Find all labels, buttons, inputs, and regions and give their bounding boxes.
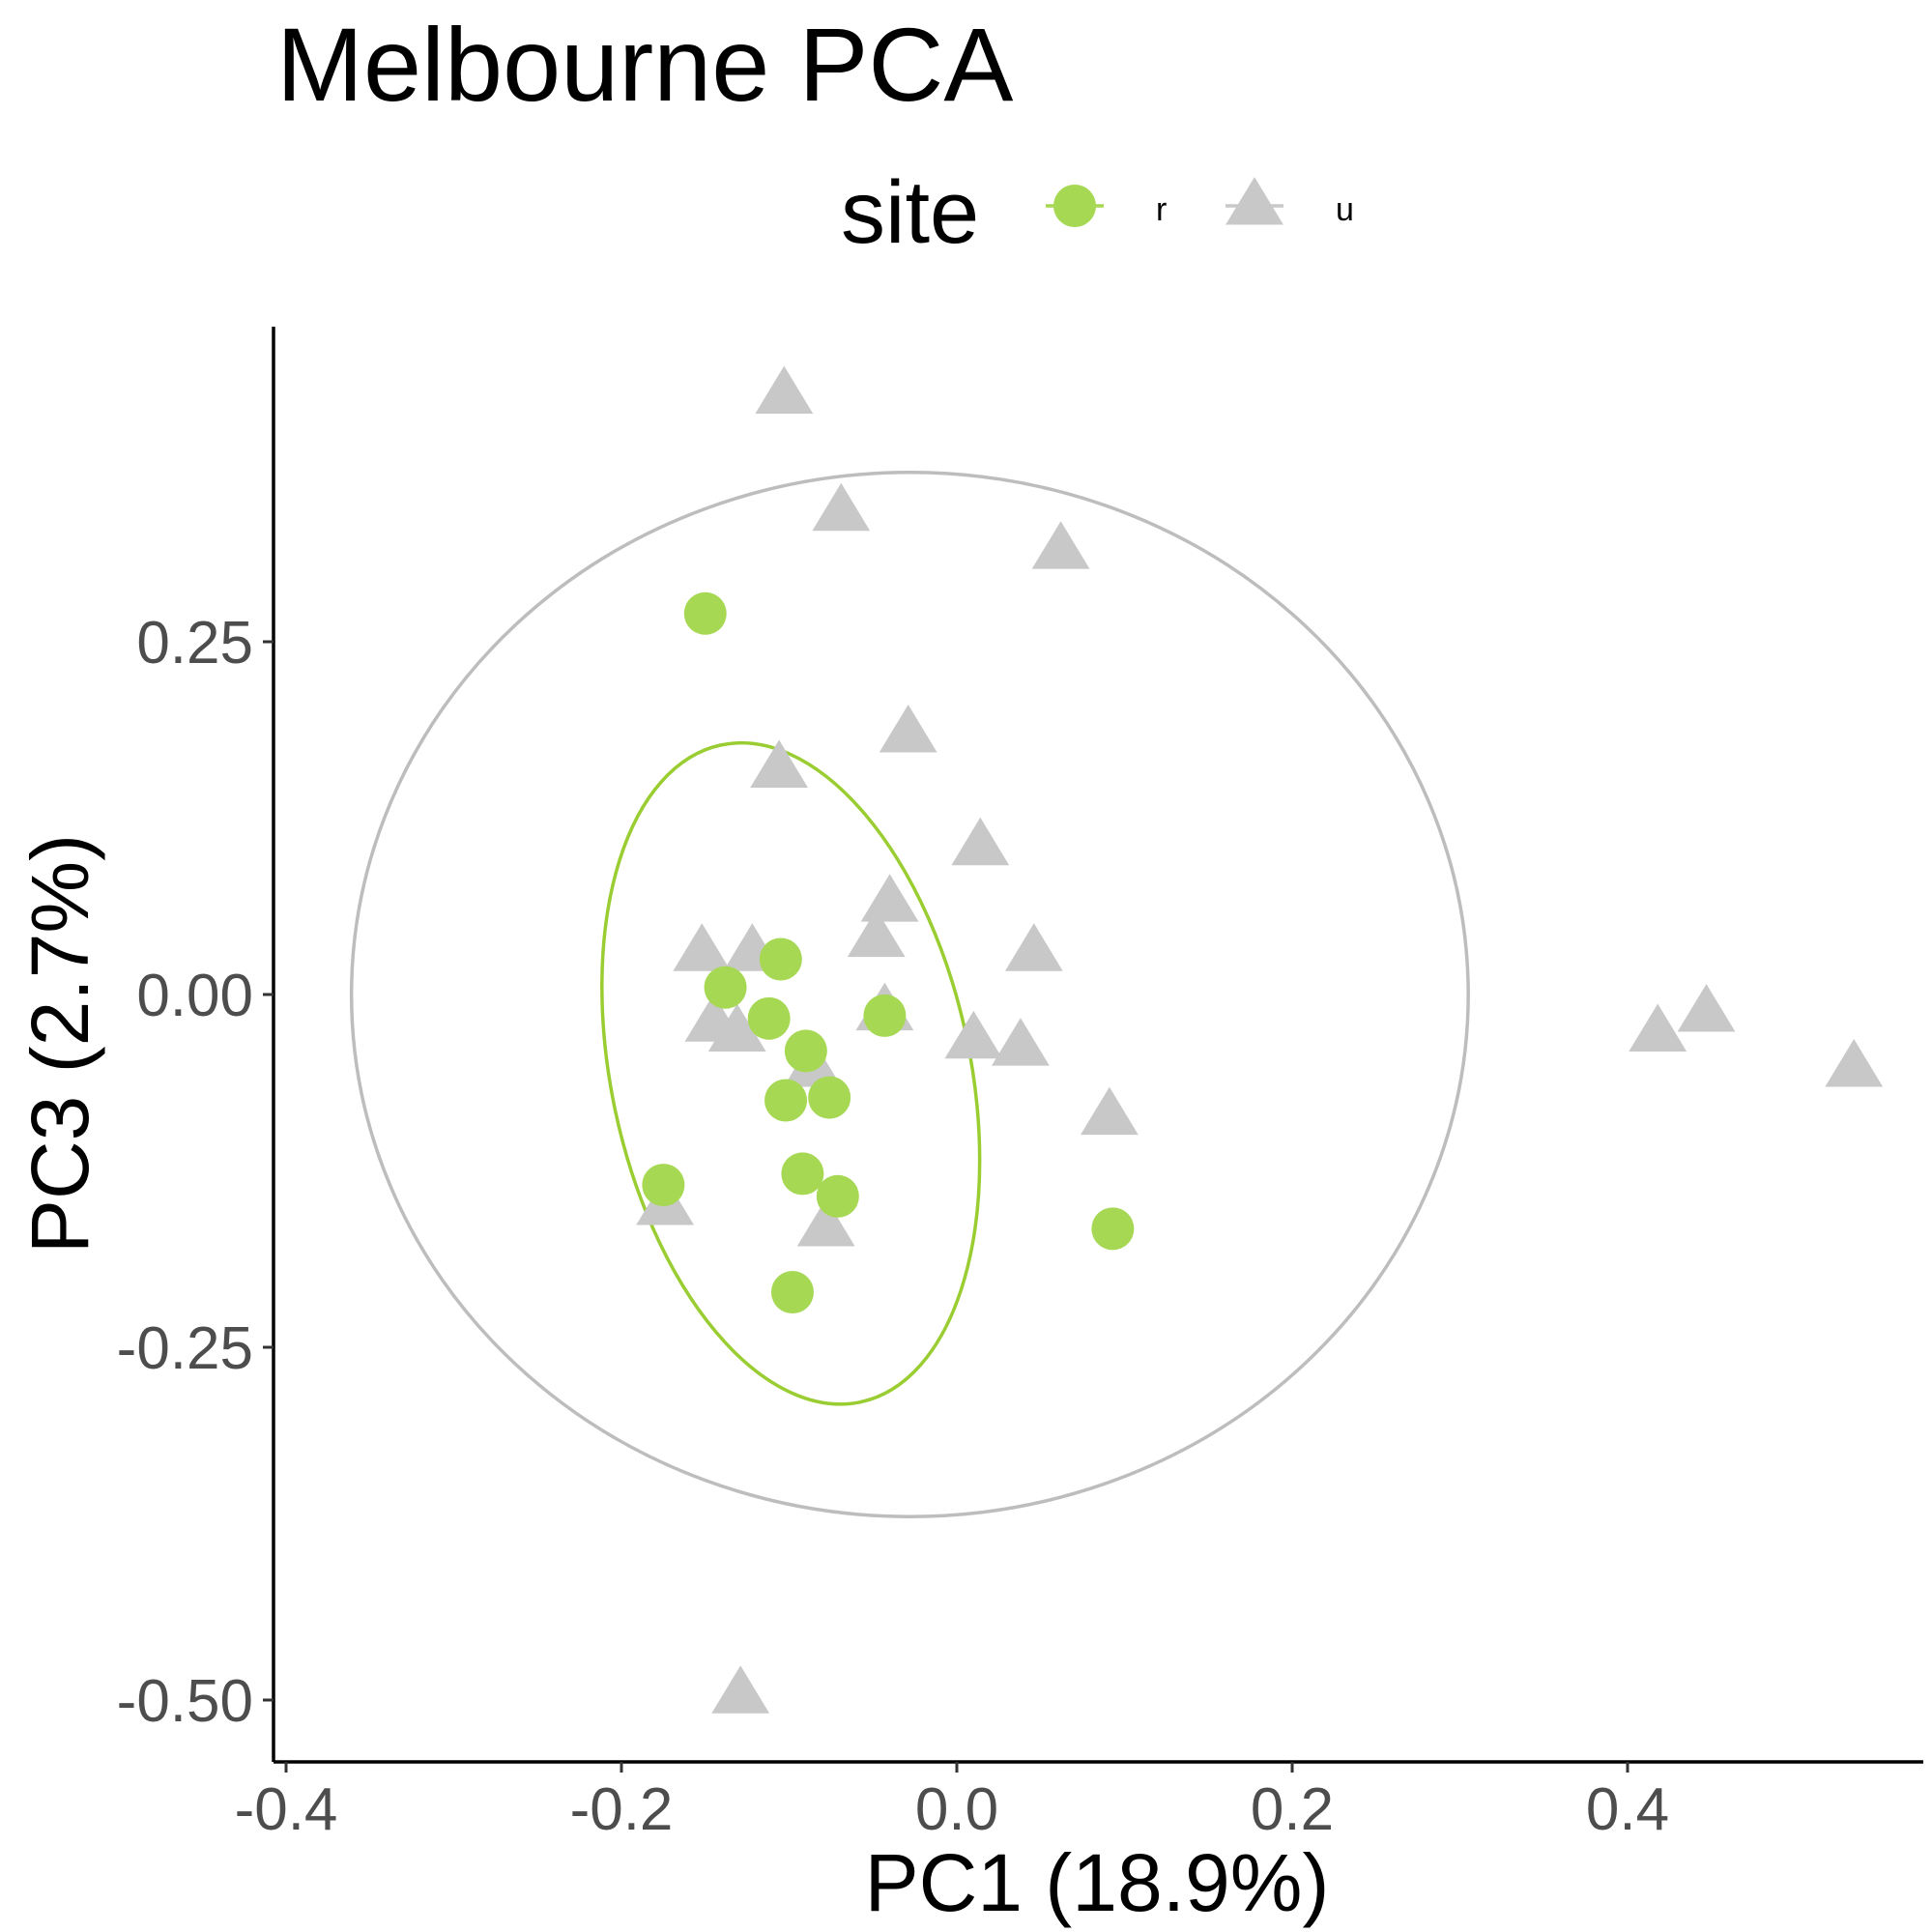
ellipse-r	[600, 740, 982, 1406]
point-r	[808, 1076, 851, 1119]
point-u	[847, 908, 906, 958]
y-tick-label: 0.25	[136, 610, 253, 677]
point-u	[1677, 984, 1736, 1032]
point-u	[951, 817, 1010, 866]
x-tick-label: 0.0	[915, 1776, 998, 1843]
point-u	[944, 1010, 1003, 1059]
x-tick-label: -0.2	[570, 1776, 674, 1843]
point-r	[764, 1079, 808, 1122]
axis-ticks: -0.4 -0.2 0.0 0.2 0.4 -0.50 -0.25 0.00 0.25	[117, 610, 1669, 1843]
point-r	[759, 937, 802, 981]
point-u	[755, 365, 814, 415]
point-u	[860, 874, 919, 922]
legend-keys	[1046, 177, 1283, 227]
point-r	[1091, 1207, 1135, 1251]
y-axis-label: PC3 (2.7%)	[14, 833, 105, 1254]
point-r	[642, 1164, 685, 1207]
point-r	[781, 1152, 824, 1196]
y-tick-label: -0.50	[117, 1668, 253, 1735]
point-r	[747, 996, 791, 1040]
legend-label-r: r	[1156, 191, 1168, 228]
point-u	[879, 705, 937, 753]
point-u	[1825, 1039, 1884, 1087]
legend-key-marker-u	[1226, 177, 1283, 225]
point-u	[673, 923, 732, 971]
y-tick-label: 0.00	[136, 963, 253, 1029]
x-tick-label: 0.2	[1251, 1776, 1334, 1843]
x-tick-label: -0.4	[235, 1776, 338, 1843]
point-u	[1004, 923, 1063, 971]
x-tick-label: 0.4	[1586, 1776, 1669, 1843]
point-u	[1629, 1003, 1687, 1052]
chart-title: Melbourne PCA	[276, 6, 1014, 123]
point-r	[770, 1271, 814, 1314]
y-tick-label: -0.25	[117, 1315, 253, 1382]
legend-key-marker-r	[1053, 185, 1096, 227]
point-u	[1031, 521, 1090, 569]
point-r	[863, 994, 907, 1037]
point-u	[992, 1018, 1050, 1066]
confidence-ellipses	[349, 471, 1470, 1518]
axes	[272, 327, 1923, 1764]
ellipse-u	[349, 471, 1470, 1518]
point-r	[683, 591, 727, 635]
point-r	[704, 966, 747, 1009]
legend-label-u: u	[1336, 191, 1354, 228]
point-r	[816, 1174, 859, 1218]
data-points	[636, 365, 1884, 1714]
point-u	[1080, 1086, 1139, 1136]
point-u	[707, 1003, 766, 1052]
point-r	[784, 1029, 827, 1073]
x-axis-label: PC1 (18.9%)	[864, 1837, 1330, 1928]
point-u	[812, 482, 871, 532]
legend-title: site	[841, 163, 980, 262]
point-u	[750, 739, 808, 788]
point-u	[796, 1198, 855, 1247]
point-u	[711, 1665, 770, 1714]
